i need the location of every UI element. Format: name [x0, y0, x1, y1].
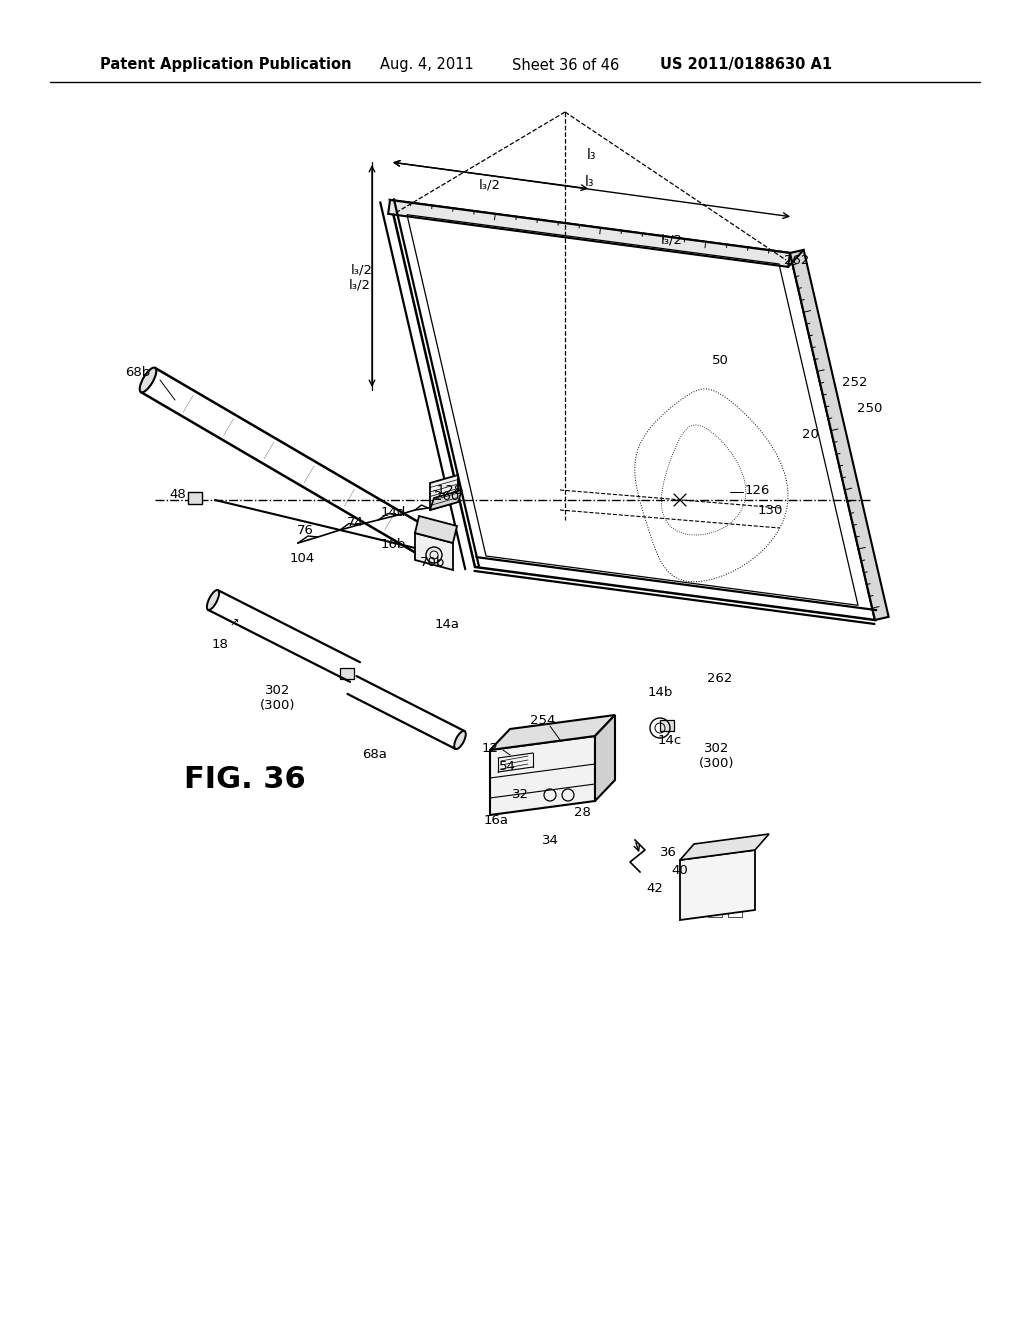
Text: -128: -128 — [432, 484, 462, 498]
Text: Patent Application Publication: Patent Application Publication — [100, 58, 351, 73]
Bar — [728, 884, 742, 894]
Bar — [688, 884, 702, 894]
Bar — [708, 908, 722, 917]
Text: 302: 302 — [265, 684, 291, 697]
Text: l₃: l₃ — [587, 148, 597, 162]
Text: 68b: 68b — [125, 367, 151, 380]
Text: 18: 18 — [212, 639, 228, 652]
Text: 14d: 14d — [380, 506, 406, 519]
Ellipse shape — [139, 368, 157, 392]
Bar — [708, 873, 722, 880]
Text: 262: 262 — [708, 672, 733, 685]
Polygon shape — [680, 850, 755, 920]
Text: 302: 302 — [705, 742, 730, 755]
Text: 50: 50 — [712, 354, 728, 367]
Text: 14b: 14b — [647, 685, 673, 698]
Text: 70b: 70b — [420, 556, 445, 569]
Text: 68a: 68a — [362, 748, 387, 762]
Polygon shape — [388, 201, 790, 267]
Text: l₃/2: l₃/2 — [349, 279, 371, 292]
Text: 14c: 14c — [657, 734, 682, 747]
Bar — [340, 668, 354, 678]
Text: 16a: 16a — [483, 813, 509, 826]
Text: 76: 76 — [297, 524, 313, 536]
Bar — [728, 908, 742, 917]
Bar — [728, 896, 742, 906]
Text: 20: 20 — [802, 429, 818, 441]
Bar — [728, 873, 742, 880]
Text: 14a: 14a — [434, 619, 460, 631]
Text: 34: 34 — [542, 833, 558, 846]
Text: 42: 42 — [646, 882, 664, 895]
Text: 250: 250 — [857, 401, 883, 414]
Text: 126: 126 — [744, 484, 770, 498]
Text: 40: 40 — [672, 863, 688, 876]
Text: 32: 32 — [512, 788, 528, 801]
Polygon shape — [415, 533, 453, 570]
Text: 262: 262 — [784, 253, 810, 267]
Text: 104: 104 — [290, 552, 314, 565]
Bar — [688, 908, 702, 917]
Polygon shape — [430, 475, 458, 510]
Text: 54: 54 — [499, 759, 515, 772]
Ellipse shape — [207, 590, 219, 610]
Ellipse shape — [455, 731, 466, 748]
Polygon shape — [430, 490, 462, 510]
Polygon shape — [490, 715, 615, 750]
Text: 74: 74 — [346, 516, 364, 529]
Text: 28: 28 — [573, 807, 591, 820]
Text: 252: 252 — [843, 376, 867, 389]
Text: 16b: 16b — [380, 539, 406, 552]
Polygon shape — [415, 516, 457, 543]
Text: (300): (300) — [699, 758, 735, 771]
Text: l₃/2: l₃/2 — [662, 234, 683, 247]
Text: 36: 36 — [659, 846, 677, 859]
Text: (300): (300) — [260, 700, 296, 713]
Polygon shape — [680, 834, 769, 861]
Text: $\nearrow$: $\nearrow$ — [227, 618, 239, 628]
Bar — [688, 873, 702, 880]
Text: 12: 12 — [481, 742, 499, 755]
Bar — [708, 896, 722, 906]
Bar — [550, 785, 560, 792]
Bar — [660, 719, 674, 731]
Text: US 2011/0188630 A1: US 2011/0188630 A1 — [660, 58, 833, 73]
Text: FIG. 36: FIG. 36 — [184, 766, 306, 795]
Text: 48: 48 — [170, 487, 186, 500]
Text: l₃/2: l₃/2 — [351, 264, 373, 276]
Text: 130: 130 — [758, 503, 782, 516]
Text: Sheet 36 of 46: Sheet 36 of 46 — [512, 58, 620, 73]
Text: l₃/2: l₃/2 — [479, 178, 501, 191]
Polygon shape — [790, 249, 889, 620]
Text: 260: 260 — [434, 491, 460, 503]
Bar — [188, 492, 202, 504]
Bar — [708, 884, 722, 894]
Text: 254: 254 — [530, 714, 556, 726]
Bar — [688, 896, 702, 906]
Text: l₃: l₃ — [586, 176, 595, 189]
Text: Aug. 4, 2011: Aug. 4, 2011 — [380, 58, 474, 73]
Polygon shape — [490, 737, 595, 814]
Polygon shape — [595, 715, 615, 801]
